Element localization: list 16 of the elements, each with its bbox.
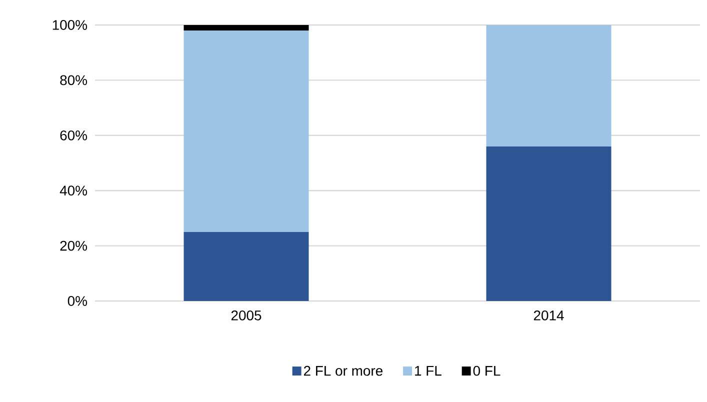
- y-tick-label: 100%: [52, 20, 87, 30]
- bar: [184, 30, 309, 232]
- legend-label: 1 FL: [415, 366, 442, 376]
- bar: [486, 146, 612, 301]
- x-tick-label: 2014: [534, 310, 564, 320]
- legend-label: 2 FL or more: [304, 366, 382, 376]
- bar: [486, 24, 612, 146]
- y-tick-label: 20%: [60, 240, 87, 251]
- x-tick-label: 2005: [231, 310, 262, 320]
- y-tick-label: 40%: [60, 186, 87, 196]
- legend-label: 0 FL: [473, 366, 500, 376]
- y-tick-label: 0%: [68, 296, 87, 306]
- bar: [184, 232, 309, 301]
- y-tick-label: 80%: [60, 75, 87, 86]
- bar: [184, 24, 309, 31]
- y-tick-label: 60%: [60, 130, 87, 140]
